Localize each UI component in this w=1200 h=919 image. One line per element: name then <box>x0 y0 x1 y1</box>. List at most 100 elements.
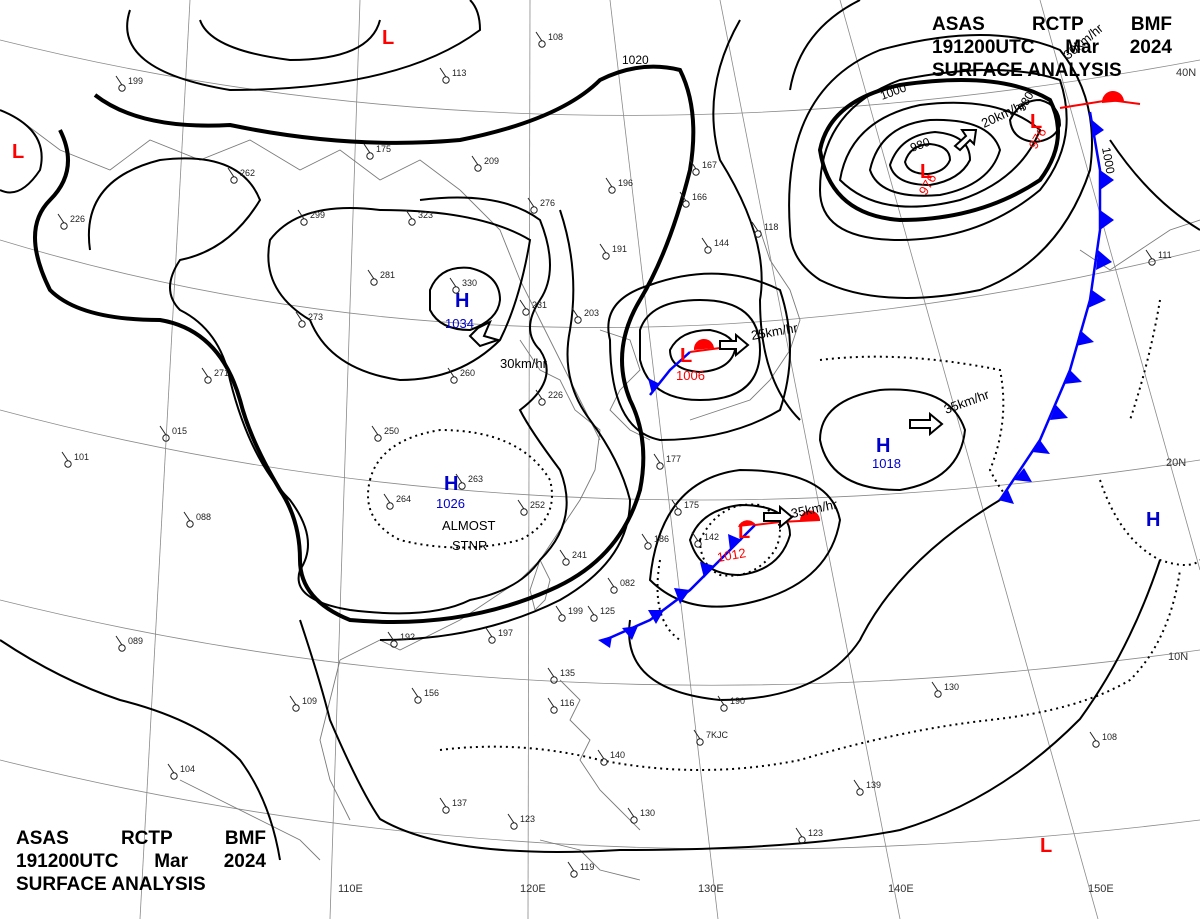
wind-barb <box>587 605 595 616</box>
station-pressure: 104 <box>180 764 195 774</box>
low-symbol: L <box>738 521 750 543</box>
station-plot: 190 <box>717 695 745 712</box>
station-pressure: 263 <box>468 474 483 484</box>
header-station: RCTP <box>1031 14 1084 35</box>
high-symbol: H <box>455 290 469 312</box>
station-pressure: 264 <box>396 494 411 504</box>
station-plot: 330 <box>449 277 477 294</box>
station-pressure: 192 <box>400 632 415 642</box>
station-pressure: 125 <box>600 606 615 616</box>
header-month: Mar <box>154 851 188 872</box>
wind-barb <box>597 749 605 760</box>
station-plot: 175 <box>363 143 391 160</box>
station-pressure: 191 <box>612 244 627 254</box>
arrow-high-1034 <box>468 319 502 348</box>
station-pressure: 196 <box>618 178 633 188</box>
wind-barb <box>1145 249 1153 260</box>
high-motion-label: STNR <box>452 538 487 553</box>
longitude-label: 140E <box>888 883 914 895</box>
station-pressure: 190 <box>730 696 745 706</box>
station-plot: 089 <box>115 635 143 652</box>
high-symbol: H <box>876 435 890 457</box>
station-pressure: 271 <box>214 368 229 378</box>
station-plot: 142 <box>691 531 719 548</box>
station-pressure: 241 <box>572 550 587 560</box>
station-pressure: 123 <box>520 814 535 824</box>
meridian-lines <box>139 0 1200 919</box>
station-plot: 116 <box>547 697 574 714</box>
station-plot: 281 <box>367 269 395 286</box>
station-pressure: 199 <box>568 606 583 616</box>
station-plot: 125 <box>587 605 615 622</box>
latitude-label: 40N <box>1176 67 1196 79</box>
station-pressure: 140 <box>610 750 625 760</box>
high-pressure-value: 1034 <box>445 316 474 331</box>
wind-barb <box>671 499 679 510</box>
wind-barb <box>535 31 543 42</box>
station-plots: 108 113 199 175 209 226 262 276 299 323 281 330 191 1… <box>57 31 1172 878</box>
longitude-label: 130E <box>698 883 724 895</box>
station-pressure: 276 <box>540 198 555 208</box>
station-plot: 273 <box>295 311 323 328</box>
station-pressure: 089 <box>128 636 143 646</box>
station-plot: 177 <box>653 453 681 470</box>
wind-barb <box>641 533 649 544</box>
station-plot: 263 <box>455 473 483 490</box>
station-pressure: 199 <box>128 76 143 86</box>
wind-barb <box>159 425 167 436</box>
station-plot: 209 <box>471 155 499 172</box>
station-pressure: 109 <box>302 696 317 706</box>
header-station: RCTP <box>120 828 173 849</box>
station-pressure: 175 <box>376 144 391 154</box>
wind-barb <box>1089 731 1097 742</box>
high-symbol: H <box>1146 509 1160 531</box>
station-plot: 140 <box>597 749 625 766</box>
station-pressure: 209 <box>484 156 499 166</box>
wind-barb <box>57 213 65 224</box>
wind-barb <box>691 531 699 542</box>
station-pressure: 139 <box>866 780 881 790</box>
station-plot: 101 <box>61 451 89 468</box>
wind-barb <box>115 75 123 86</box>
station-pressure: 167 <box>702 160 717 170</box>
station-plot: 123 <box>795 827 823 844</box>
station-plot: 167 <box>689 159 717 176</box>
wind-barb <box>689 159 697 170</box>
station-pressure: 252 <box>530 500 545 510</box>
station-pressure: 281 <box>380 270 395 280</box>
header-month: Mar <box>1065 37 1099 58</box>
latitude-label: 10N <box>1168 651 1188 663</box>
station-pressure: 101 <box>74 452 89 462</box>
cold-front-nw <box>648 351 691 396</box>
header-code: BMF <box>224 828 266 849</box>
arrow-high-1018 <box>909 411 944 437</box>
station-plot: 271 <box>201 367 229 384</box>
wind-barb <box>717 695 725 706</box>
station-plot: 323 <box>405 209 433 226</box>
station-plot: 250 <box>371 425 399 442</box>
low-pressure-center: L <box>1040 835 1052 857</box>
station-pressure: 186 <box>654 534 669 544</box>
station-pressure: 116 <box>560 698 574 708</box>
high-pressure-center: H 1034 30km/hr <box>445 290 548 371</box>
station-plot: 109 <box>289 695 317 712</box>
wind-barb <box>555 605 563 616</box>
station-plot: 199 <box>115 75 143 92</box>
high-motion-label: ALMOST <box>442 518 496 533</box>
station-pressure: 231 <box>532 300 547 310</box>
station-plot: 299 <box>297 209 325 226</box>
wind-barb <box>931 681 939 692</box>
station-plot: 111 <box>1145 249 1172 266</box>
station-pressure: 177 <box>666 454 681 464</box>
station-plot: 088 <box>183 511 211 528</box>
wind-barb <box>455 473 463 484</box>
high-pressure-value: 1026 <box>436 496 465 511</box>
station-plot: 130 <box>627 807 655 824</box>
latitude-labels: 40N 20N 10N <box>1166 67 1196 663</box>
low-symbol: L <box>12 141 24 163</box>
low-symbol: L <box>1040 835 1052 857</box>
station-plot: 144 <box>701 237 729 254</box>
wind-barb <box>439 67 447 78</box>
station-plot: 262 <box>227 167 255 184</box>
